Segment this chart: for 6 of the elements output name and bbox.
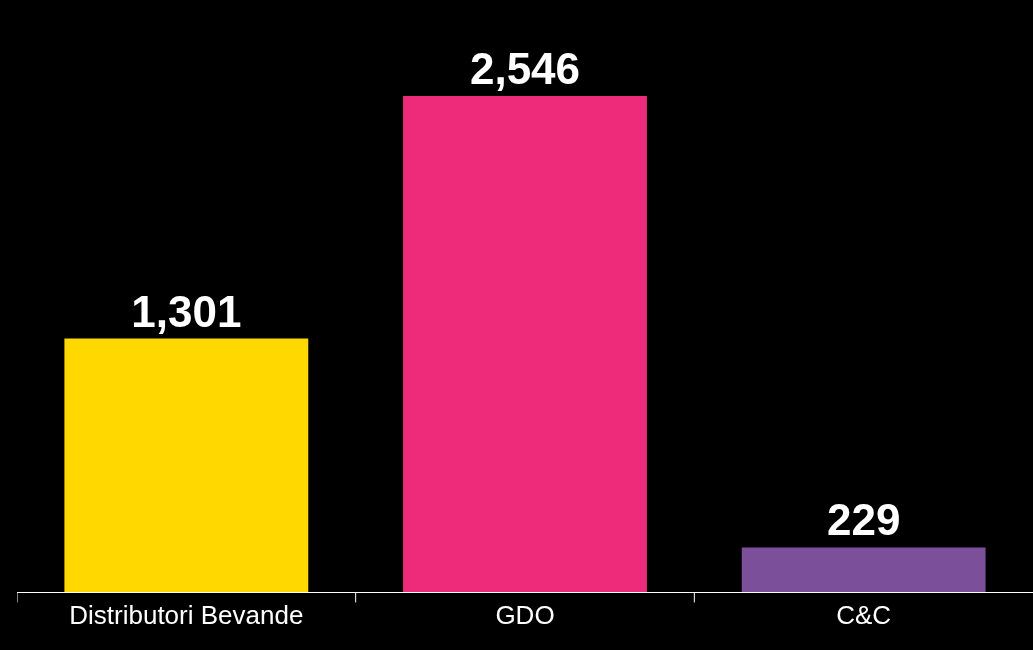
x-tick-label: GDO <box>495 600 555 631</box>
x-tick-label: C&C <box>836 600 892 631</box>
x-tick-label: Distributori Bevande <box>69 600 304 631</box>
data-label: 2,546 <box>469 44 581 94</box>
data-label: 1,301 <box>131 286 242 336</box>
data-label: 229 <box>826 495 901 545</box>
